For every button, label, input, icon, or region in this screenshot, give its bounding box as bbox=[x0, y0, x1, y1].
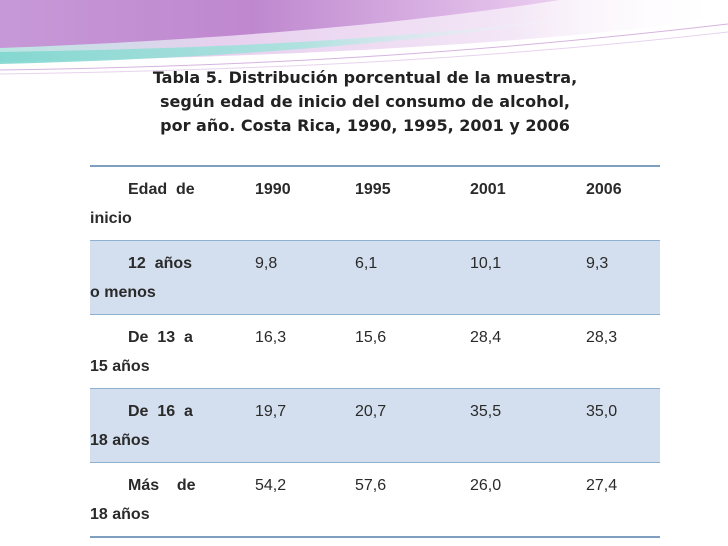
header-label-line1: Edad de bbox=[128, 181, 195, 198]
row-label-line2: o menos bbox=[90, 284, 156, 301]
value-cell: 19,7 bbox=[255, 403, 287, 420]
header-label-cell: Edad de inicio bbox=[90, 166, 255, 241]
table-header-row: Edad de inicio 1990 1995 2001 2006 bbox=[90, 166, 660, 241]
value-cell: 28,3 bbox=[586, 329, 618, 346]
value-cell: 35,0 bbox=[586, 403, 618, 420]
value-cell: 10,1 bbox=[470, 255, 502, 272]
row-label-line1: Más de bbox=[128, 477, 196, 494]
value-cell: 15,6 bbox=[355, 329, 387, 346]
value-cell: 6,1 bbox=[355, 255, 378, 272]
row-label-cell: 12 años o menos bbox=[90, 241, 255, 315]
data-table: Edad de inicio 1990 1995 2001 2006 12 añ… bbox=[90, 165, 660, 538]
title-line-3: por año. Costa Rica, 1990, 1995, 2001 y … bbox=[160, 116, 570, 135]
row-label-line2: 15 años bbox=[90, 358, 150, 375]
table-row: 12 años o menos 9,8 6,1 10,1 9,3 bbox=[90, 240, 660, 315]
row-label-cell: De 13 a 15 años bbox=[90, 315, 255, 389]
row-label-line2: 18 años bbox=[90, 506, 150, 523]
value-cell: 9,8 bbox=[255, 255, 278, 272]
value-cell: 28,4 bbox=[470, 329, 502, 346]
header-year-1995: 1995 bbox=[355, 181, 391, 198]
header-year-1990: 1990 bbox=[255, 181, 291, 198]
row-label-line1: De 13 a bbox=[128, 329, 193, 346]
value-cell: 9,3 bbox=[586, 255, 609, 272]
row-label-line2: 18 años bbox=[90, 432, 150, 449]
header-year-2001: 2001 bbox=[470, 181, 506, 198]
value-cell: 57,6 bbox=[355, 477, 387, 494]
value-cell: 54,2 bbox=[255, 477, 287, 494]
table-row: De 13 a 15 años 16,3 15,6 28,4 28,3 bbox=[90, 314, 660, 389]
value-cell: 16,3 bbox=[255, 329, 287, 346]
value-cell: 20,7 bbox=[355, 403, 387, 420]
header-year-2006: 2006 bbox=[586, 181, 622, 198]
value-cell: 27,4 bbox=[586, 477, 618, 494]
row-label-cell: De 16 a 18 años bbox=[90, 389, 255, 463]
row-label-line1: De 16 a bbox=[128, 403, 193, 420]
row-label-cell: Más de 18 años bbox=[90, 463, 255, 538]
title-line-2: según edad de inicio del consumo de alco… bbox=[159, 92, 571, 111]
value-cell: 26,0 bbox=[470, 477, 502, 494]
table-title: Tabla 5. Distribución porcentual de la m… bbox=[110, 66, 620, 138]
row-label-line1: 12 años bbox=[128, 255, 193, 272]
decorative-banner bbox=[0, 0, 728, 75]
header-label-line2: inicio bbox=[90, 210, 132, 227]
value-cell: 35,5 bbox=[470, 403, 502, 420]
table-row: Más de 18 años 54,2 57,6 26,0 27,4 bbox=[90, 462, 660, 538]
title-line-1: Tabla 5. Distribución porcentual de la m… bbox=[152, 68, 578, 87]
table-row: De 16 a 18 años 19,7 20,7 35,5 35,0 bbox=[90, 388, 660, 463]
